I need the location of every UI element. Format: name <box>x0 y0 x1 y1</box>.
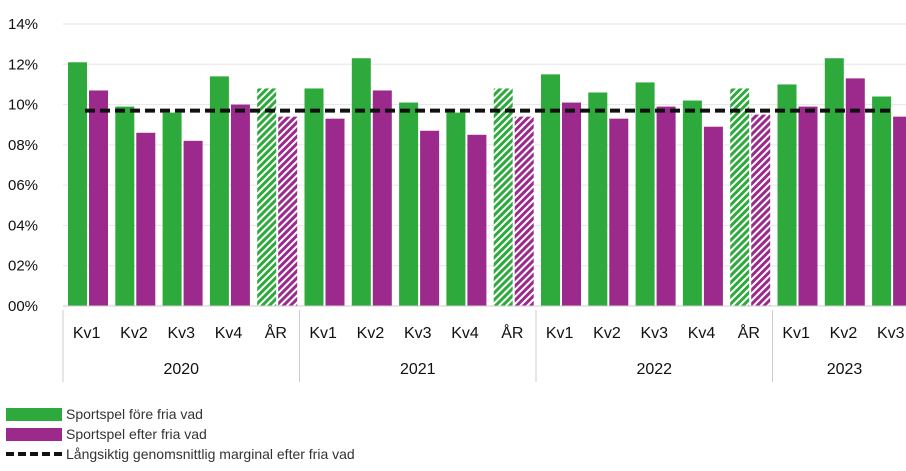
bar-chart: 00%02%04%06%08%10%12%14% Kv1 Kv2 Kv3 Kv4 ÅR K… <box>8 16 906 382</box>
legend-swatch-green <box>6 407 62 421</box>
year-label: 2021 <box>400 361 436 378</box>
x-axis: Kv1 Kv2 Kv3 Kv4 ÅR Kv1 Kv2 Kv3 Kv4 ÅR Kv1 Kv2 Kv3 Kv4… <box>62 305 906 382</box>
y-tick-label: 02% <box>8 258 38 275</box>
bar-before-free-bets <box>588 92 608 306</box>
bar-after-free-bets <box>845 78 865 306</box>
bar-after-free-bets <box>325 118 345 307</box>
bar-after-free-bets <box>89 90 108 306</box>
bar-before-free-bets <box>493 88 513 306</box>
year-label: 2020 <box>163 361 199 378</box>
bar-before-free-bets <box>115 106 135 306</box>
bar-after-free-bets <box>420 130 440 306</box>
legend: Sportspel före fria vad Sportspel efter … <box>6 404 355 464</box>
legend-item-before: Sportspel före fria vad <box>6 404 355 424</box>
x-tick-label: Kv1 <box>782 325 810 342</box>
y-tick-label: 08% <box>8 137 38 154</box>
legend-swatch-purple <box>6 427 62 441</box>
bar-before-free-bets <box>304 88 324 306</box>
x-tick-label: Kv2 <box>357 325 385 342</box>
y-tick-label: 00% <box>8 298 38 315</box>
bar-before-free-bets <box>209 76 229 306</box>
x-tick-label: Kv4 <box>215 325 243 342</box>
y-axis: 00% 02% 04% 06% 08% 10% 12% 14% <box>8 16 38 315</box>
legend-label: Långsiktig genomsnittlig marginal efter … <box>66 446 355 462</box>
x-tick-label: Kv1 <box>73 325 101 342</box>
bar-after-free-bets <box>183 140 203 306</box>
bar-before-free-bets <box>682 100 702 307</box>
x-tick-label: Kv2 <box>830 325 858 342</box>
bar-after-free-bets <box>278 116 298 307</box>
x-tick-label: Kv4 <box>688 325 716 342</box>
bar-after-free-bets <box>751 114 771 307</box>
x-tick-label: Kv4 <box>451 325 479 342</box>
bar-before-free-bets <box>68 62 87 307</box>
bar-after-free-bets <box>609 118 629 307</box>
y-tick-label: 04% <box>8 217 38 234</box>
bars <box>68 58 906 307</box>
bar-after-free-bets <box>562 102 581 306</box>
bar-after-free-bets <box>703 126 723 306</box>
x-tick-label: Kv2 <box>120 325 148 342</box>
bar-before-free-bets <box>257 88 277 306</box>
x-tick-label: ÅR <box>265 323 287 342</box>
bar-before-free-bets <box>777 84 797 306</box>
bar-before-free-bets <box>162 112 182 306</box>
legend-item-after: Sportspel efter fria vad <box>6 424 355 444</box>
bar-after-free-bets <box>136 132 156 306</box>
legend-label: Sportspel efter fria vad <box>66 426 207 442</box>
bar-before-free-bets <box>351 58 371 306</box>
x-tick-label: ÅR <box>738 323 760 342</box>
legend-label: Sportspel före fria vad <box>66 406 203 422</box>
x-tick-label: Kv3 <box>404 325 432 342</box>
x-tick-label: Kv3 <box>640 325 668 342</box>
year-label: 2022 <box>636 361 672 378</box>
bar-after-free-bets <box>656 106 676 306</box>
bar-before-free-bets <box>446 112 466 306</box>
bar-before-free-bets <box>730 88 750 306</box>
bar-after-free-bets <box>514 116 534 307</box>
y-tick-label: 10% <box>8 97 38 114</box>
bar-after-free-bets <box>798 106 818 306</box>
y-tick-label: 14% <box>8 16 38 33</box>
legend-item-reference: Långsiktig genomsnittlig marginal efter … <box>6 444 355 464</box>
bar-before-free-bets <box>824 58 844 306</box>
bar-after-free-bets <box>372 90 392 306</box>
bar-after-free-bets <box>893 116 906 307</box>
y-tick-label: 12% <box>8 56 38 73</box>
x-tick-label: Kv2 <box>593 325 621 342</box>
x-tick-label: Kv3 <box>877 325 905 342</box>
legend-dashed-line <box>6 452 62 456</box>
year-label: 2023 <box>827 361 863 378</box>
bar-before-free-bets <box>635 82 655 307</box>
bar-after-free-bets <box>467 134 487 306</box>
x-tick-label: Kv1 <box>309 325 337 342</box>
bar-before-free-bets <box>541 74 560 306</box>
y-tick-label: 06% <box>8 177 38 194</box>
bar-before-free-bets <box>872 96 892 306</box>
bar-after-free-bets <box>230 104 250 306</box>
bar-before-free-bets <box>399 102 419 306</box>
x-tick-label: Kv1 <box>546 325 574 342</box>
x-tick-label: Kv3 <box>167 325 195 342</box>
x-tick-label: ÅR <box>501 323 523 342</box>
